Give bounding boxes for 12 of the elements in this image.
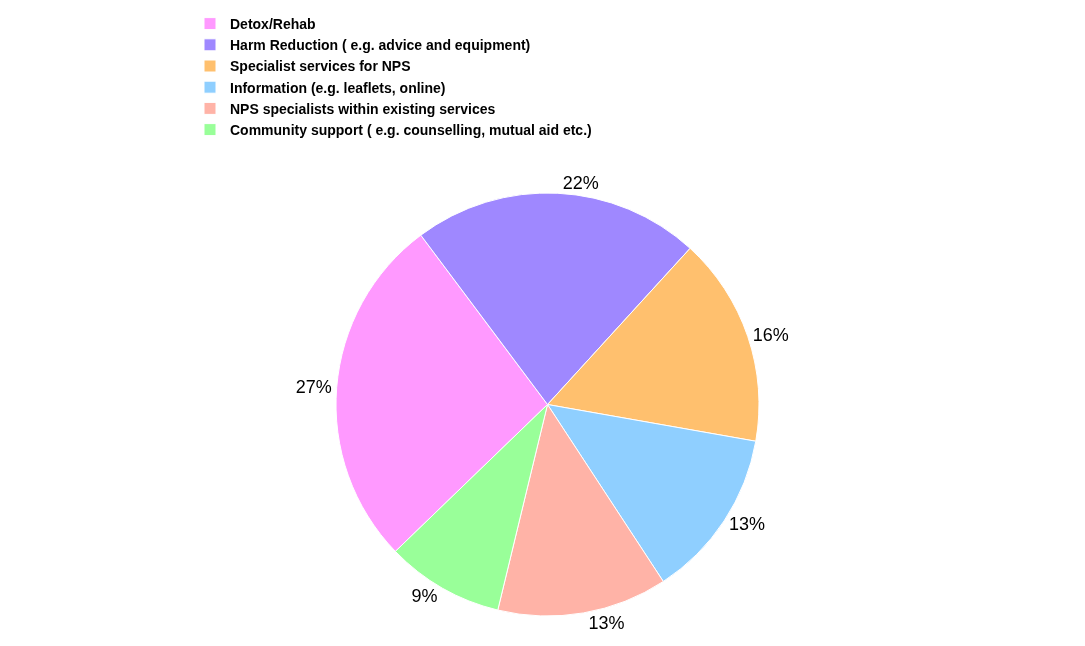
legend-label: Detox/Rehab — [230, 16, 316, 33]
legend-label: Harm Reduction ( e.g. advice and equipment) — [230, 37, 531, 54]
data-label: 22% — [562, 173, 599, 194]
data-label: 13% — [588, 612, 625, 633]
legend-label: NPS specialists within existing services — [230, 100, 496, 117]
legend-label: Specialist services for NPS — [230, 58, 411, 75]
data-label: 13% — [729, 513, 766, 534]
data-label: 16% — [752, 325, 789, 346]
data-label: 27% — [295, 377, 332, 398]
legend-label: Community support ( e.g. counselling, mutual aid etc.) — [230, 122, 592, 139]
data-label: 9% — [411, 585, 438, 606]
legend-label: Information (e.g. leaflets, online) — [230, 79, 446, 96]
